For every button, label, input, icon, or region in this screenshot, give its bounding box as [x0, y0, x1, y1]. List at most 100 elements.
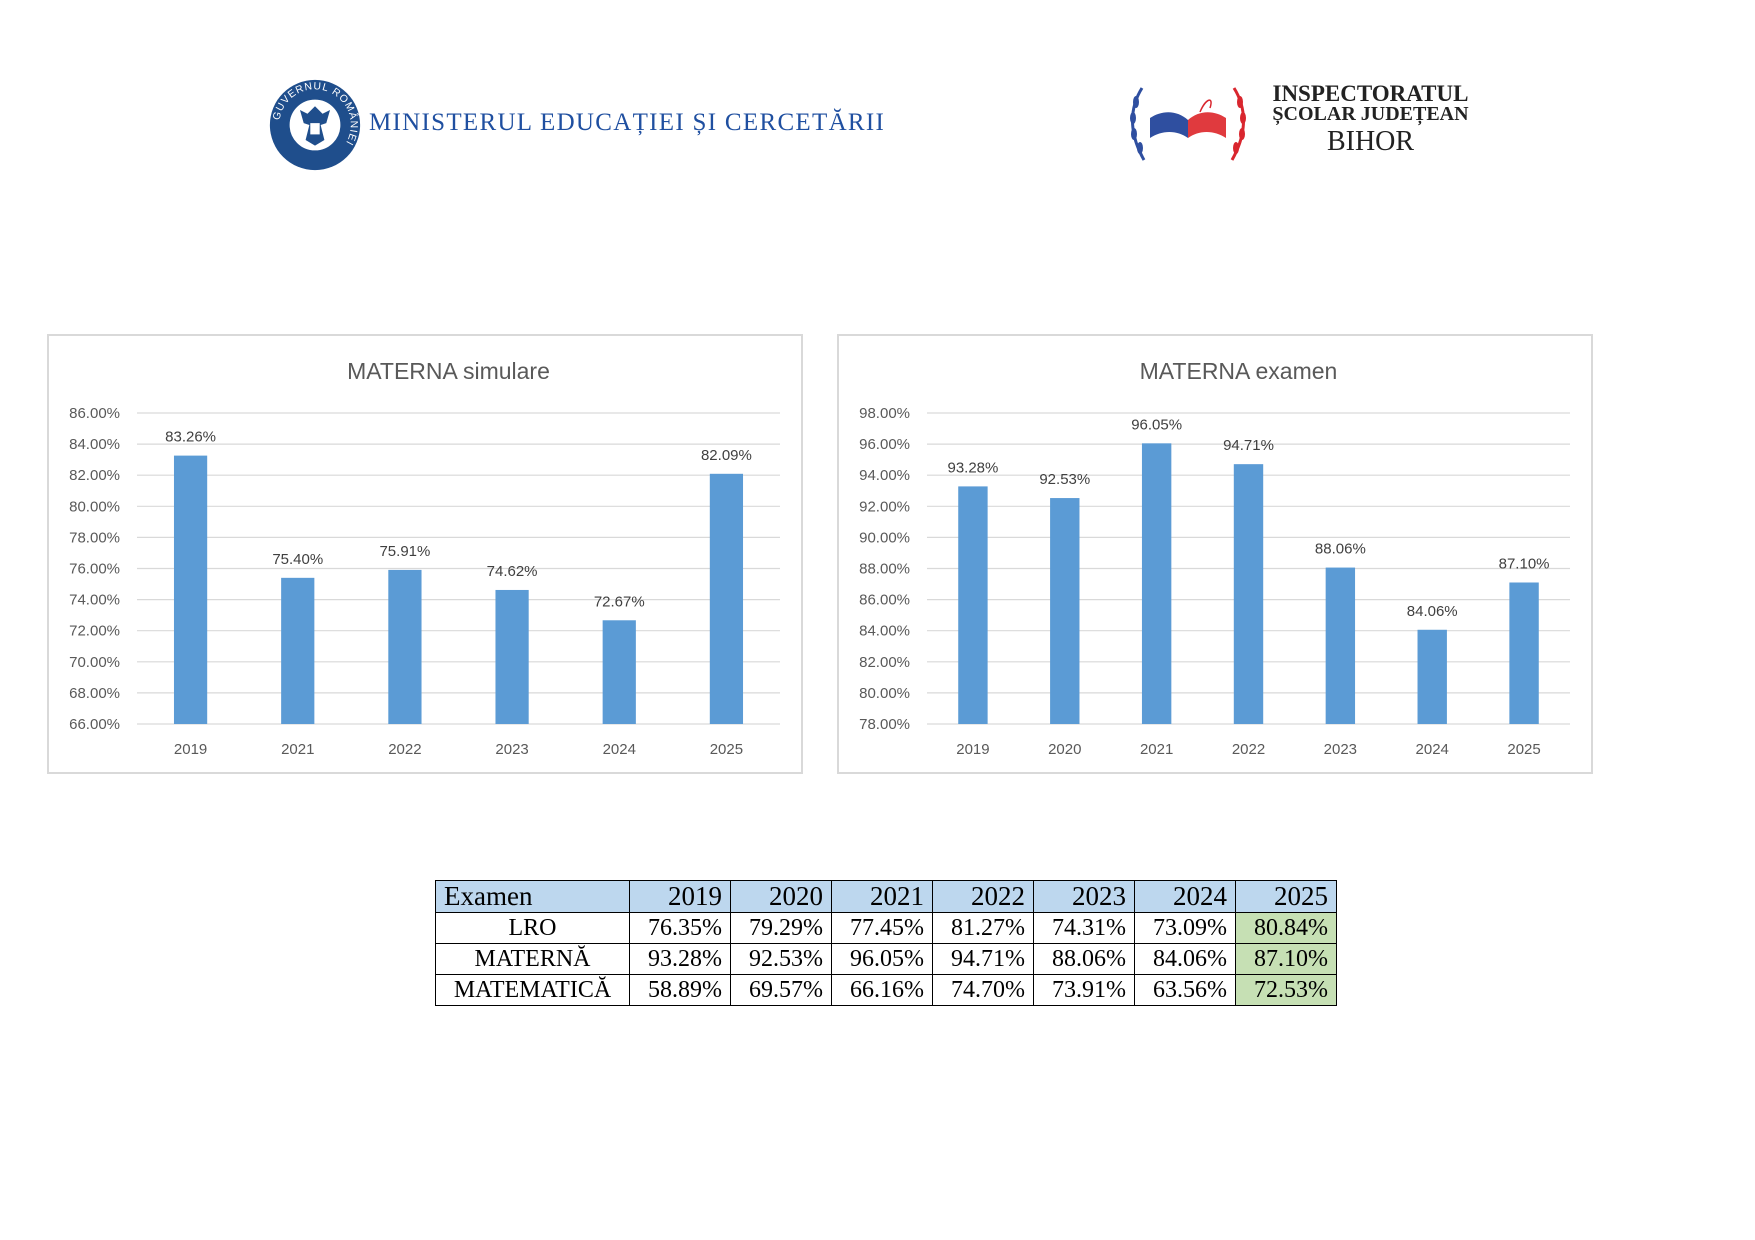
y-tick-label: 72.00%	[69, 623, 120, 640]
data-label: 72.67%	[594, 593, 645, 610]
x-tick-label: 2022	[388, 741, 421, 758]
table-cell: 79.29%	[730, 912, 832, 944]
chart-svg: MATERNA simulare 66.00% 68.00% 70.00% 72.00%…	[69, 358, 780, 758]
header-cell: 2022	[932, 880, 1034, 913]
y-tick-label: 70.00%	[69, 654, 120, 671]
x-tick-label: 2023	[1324, 741, 1357, 758]
table-cell: 73.91%	[1033, 974, 1135, 1006]
header-cell: 2024	[1134, 880, 1236, 913]
x-tick-label: 2024	[603, 741, 636, 758]
data-label: 94.71%	[1223, 437, 1274, 454]
x-tick-label: 2025	[1507, 741, 1540, 758]
isj-name: INSPECTORATUL ȘCOLAR JUDEȚEAN BIHOR	[1258, 82, 1483, 156]
table-cell: 94.71%	[932, 943, 1034, 975]
y-tick-label: 66.00%	[69, 716, 120, 733]
table-cell: 80.84%	[1235, 912, 1337, 944]
data-label: 75.40%	[272, 551, 323, 568]
x-tick-label: 2024	[1416, 741, 1449, 758]
isj-line-1: INSPECTORATUL	[1272, 81, 1469, 106]
y-tick-label: 86.00%	[69, 405, 120, 422]
bar	[1233, 464, 1264, 724]
bar	[495, 589, 529, 724]
header-cell: 2021	[831, 880, 933, 913]
x-tick-label: 2019	[956, 741, 989, 758]
header-cell: 2020	[730, 880, 832, 913]
table-header-row: Examen 2019 2020 2021 2022 2023 2024 202…	[435, 880, 1337, 913]
table-cell: 93.28%	[629, 943, 731, 975]
results-table: Examen 2019 2020 2021 2022 2023 2024 202…	[435, 880, 1337, 1006]
ministry-name: MINISTERUL EDUCAȚIEI ȘI CERCETĂRII	[369, 109, 886, 136]
table-row: MATERNĂ 93.28% 92.53% 96.05% 94.71% 88.06% 84.…	[435, 943, 1337, 975]
y-tick-label: 80.00%	[69, 498, 120, 515]
data-label: 74.62%	[487, 563, 538, 580]
bar	[958, 486, 988, 724]
data-label: 84.06%	[1407, 603, 1458, 620]
y-tick-label: 84.00%	[859, 623, 910, 640]
bar	[1141, 443, 1172, 724]
chart-title: MATERNA simulare	[347, 358, 550, 384]
y-tick-label: 98.00%	[859, 405, 910, 422]
y-tick-label: 76.00%	[69, 561, 120, 578]
x-tick-label: 2019	[174, 741, 207, 758]
bar	[173, 455, 208, 724]
x-tick-label: 2021	[281, 741, 314, 758]
table-cell: 69.57%	[730, 974, 832, 1006]
row-label: LRO	[435, 912, 630, 944]
y-tick-label: 96.00%	[859, 436, 910, 453]
y-tick-label: 80.00%	[859, 685, 910, 702]
table-cell: 76.35%	[629, 912, 731, 944]
y-tick-label: 78.00%	[859, 716, 910, 733]
x-tick-label: 2023	[495, 741, 528, 758]
x-tick-label: 2021	[1140, 741, 1173, 758]
x-tick-label: 2025	[710, 741, 743, 758]
table-cell: 74.31%	[1033, 912, 1135, 944]
bar	[1509, 582, 1539, 724]
chart-materna-examen: MATERNA examen 78.00% 80.00% 82.00% 84.00% 86…	[837, 334, 1593, 774]
header-cell: 2019	[629, 880, 731, 913]
y-tick-label: 90.00%	[859, 529, 910, 546]
table-cell: 96.05%	[831, 943, 933, 975]
chart-materna-simulare: MATERNA simulare 66.00% 68.00% 70.00% 72.00%…	[47, 334, 803, 774]
isj-bihor-logo	[1130, 87, 1246, 161]
table-row: MATEMATICĂ 58.89% 69.57% 66.16% 74.70% 73.91%…	[435, 974, 1337, 1006]
header-cell: 2023	[1033, 880, 1135, 913]
header-cell: Examen	[435, 880, 630, 913]
row-label: MATERNĂ	[435, 943, 630, 975]
table-cell: 77.45%	[831, 912, 933, 944]
table-cell: 92.53%	[730, 943, 832, 975]
row-label: MATEMATICĂ	[435, 974, 630, 1006]
data-label: 75.91%	[379, 543, 430, 560]
data-label: 87.10%	[1499, 555, 1550, 572]
isj-line-2: ȘCOLAR JUDEȚEAN	[1272, 103, 1469, 125]
y-tick-label: 82.00%	[69, 467, 120, 484]
table-cell: 87.10%	[1235, 943, 1337, 975]
bar	[1050, 498, 1080, 724]
y-tick-label: 74.00%	[69, 592, 120, 609]
table-cell: 73.09%	[1134, 912, 1236, 944]
table-cell: 63.56%	[1134, 974, 1236, 1006]
y-tick-label: 82.00%	[859, 654, 910, 671]
chart-title: MATERNA examen	[1140, 358, 1338, 384]
y-tick-label: 86.00%	[859, 592, 910, 609]
government-logo: GUVERNUL ROMÂNIEI	[269, 79, 361, 171]
data-label: 93.28%	[947, 459, 998, 476]
bar	[1325, 567, 1356, 724]
y-tick-label: 92.00%	[859, 498, 910, 515]
x-tick-label: 2020	[1048, 741, 1081, 758]
table-cell: 58.89%	[629, 974, 731, 1006]
isj-line-3: BIHOR	[1326, 126, 1415, 157]
data-label: 83.26%	[165, 429, 216, 446]
table-row: LRO 76.35% 79.29% 77.45% 81.27% 74.31% 73.09% 8…	[435, 912, 1337, 944]
header-cell: 2025	[1235, 880, 1337, 913]
bar	[709, 473, 744, 724]
y-tick-label: 78.00%	[69, 529, 120, 546]
bar	[1417, 629, 1447, 724]
table-cell: 72.53%	[1235, 974, 1337, 1006]
x-tick-label: 2022	[1232, 741, 1265, 758]
table-cell: 81.27%	[932, 912, 1034, 944]
chart-svg: MATERNA examen 78.00% 80.00% 82.00% 84.00% 86…	[859, 358, 1570, 758]
table-cell: 74.70%	[932, 974, 1034, 1006]
data-label: 88.06%	[1315, 541, 1366, 558]
table-cell: 84.06%	[1134, 943, 1236, 975]
bar	[281, 577, 315, 724]
